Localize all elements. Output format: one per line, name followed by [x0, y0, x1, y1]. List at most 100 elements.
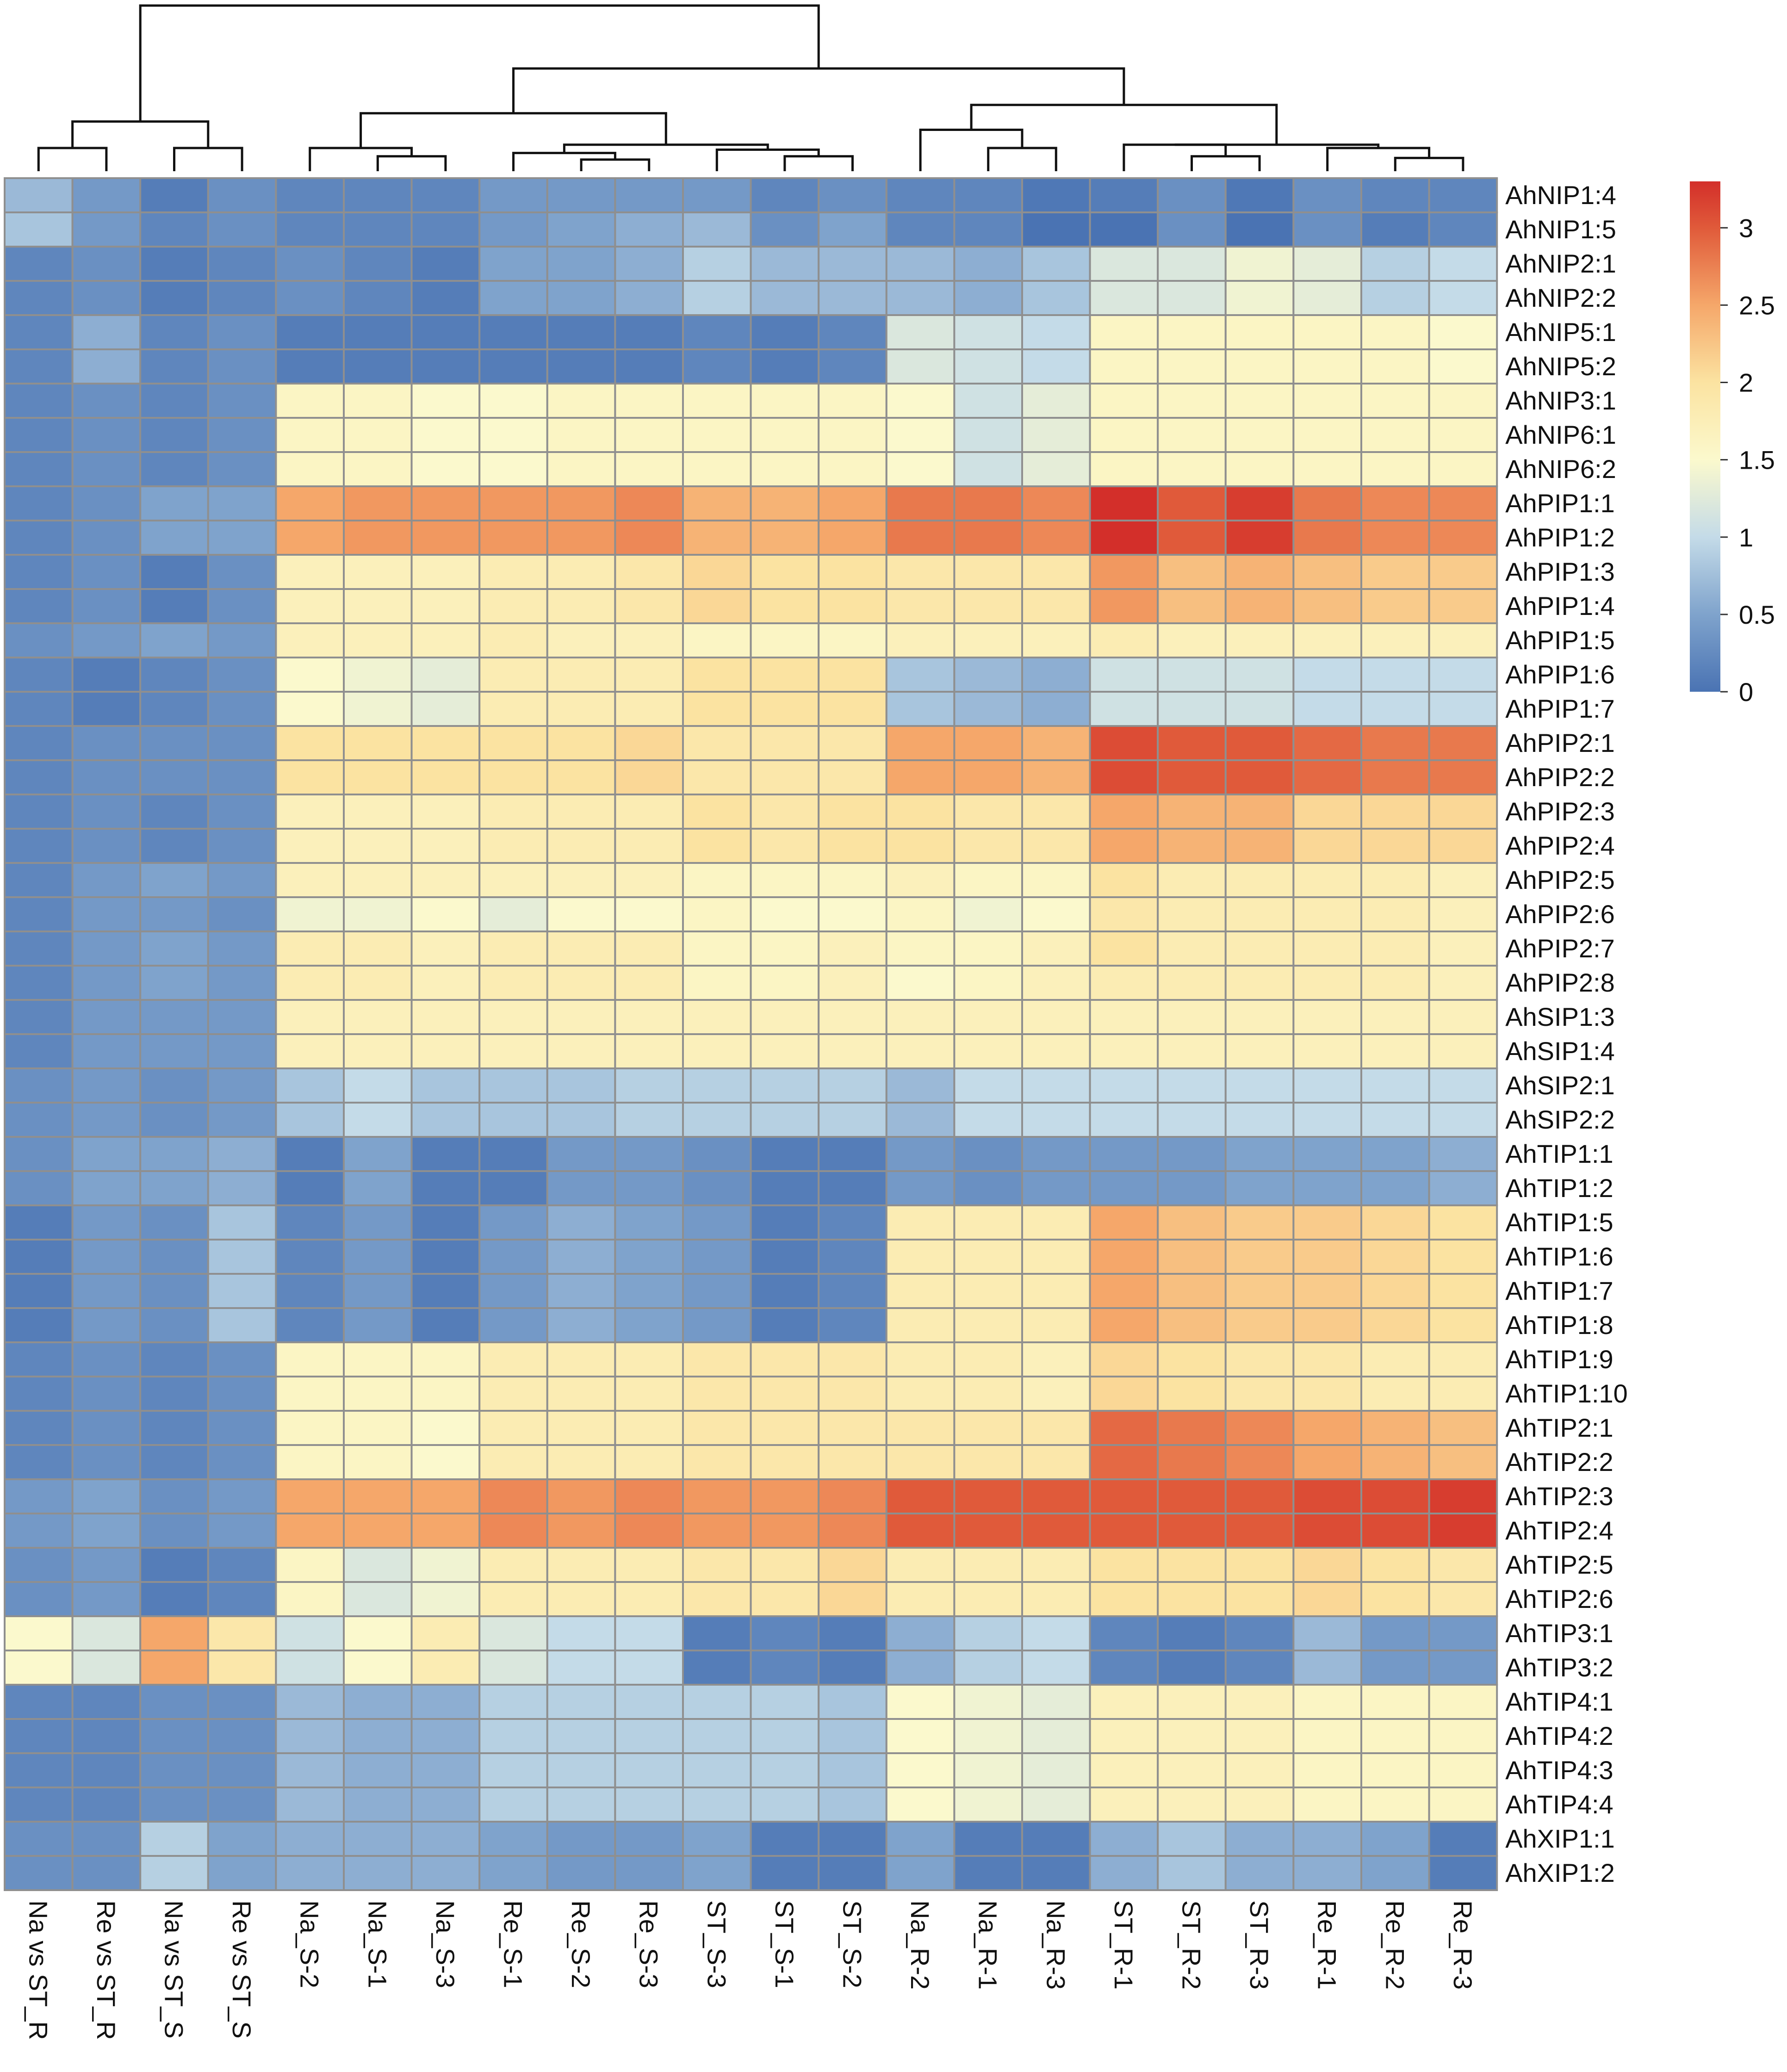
heatmap-cell — [1428, 554, 1498, 590]
dendrogram-branch — [376, 155, 447, 171]
heatmap-cell — [1292, 622, 1362, 658]
heatmap-cell — [1021, 1821, 1091, 1857]
heatmap-cell — [1089, 1684, 1159, 1720]
row-label: AhPIP2:2 — [1505, 763, 1615, 792]
heatmap-cell — [614, 657, 684, 693]
heatmap-cell — [71, 1273, 142, 1309]
heatmap-cell — [207, 657, 277, 693]
heatmap-cell — [478, 1444, 548, 1480]
heatmap-cell — [818, 1752, 887, 1788]
heatmap-cell — [4, 1033, 74, 1069]
heatmap-cell — [1292, 1684, 1362, 1720]
heatmap-cell — [1224, 1787, 1295, 1823]
heatmap-cell — [1360, 1033, 1430, 1069]
heatmap-cell — [1224, 1444, 1295, 1480]
heatmap-cell — [885, 896, 956, 932]
heatmap-cell — [682, 896, 752, 932]
column-label: ST_S-1 — [770, 1900, 799, 1988]
row-label: AhSIP1:4 — [1505, 1036, 1615, 1066]
heatmap-cell — [750, 999, 820, 1035]
heatmap-cell — [410, 1821, 481, 1857]
heatmap-cell — [410, 657, 481, 693]
heatmap-cell — [818, 520, 887, 556]
heatmap-cell — [1224, 1273, 1295, 1309]
heatmap-cell — [343, 794, 413, 830]
heatmap-cell — [1224, 280, 1295, 316]
heatmap-cell — [207, 246, 277, 282]
heatmap-cell — [139, 177, 209, 213]
heatmap-cell — [1360, 1787, 1430, 1823]
heatmap-cell — [139, 1684, 209, 1720]
heatmap-cell — [410, 725, 481, 761]
heatmap-cell — [546, 1102, 616, 1138]
heatmap-cell — [139, 794, 209, 830]
heatmap-cell — [343, 1444, 413, 1480]
heatmap-cell — [207, 1102, 277, 1138]
heatmap-cell — [1292, 931, 1362, 967]
heatmap-cell — [546, 520, 616, 556]
heatmap-cell — [885, 1307, 956, 1343]
heatmap-cell — [614, 1650, 684, 1686]
heatmap-cell — [546, 1239, 616, 1275]
heatmap-cell — [410, 451, 481, 487]
heatmap-cell — [546, 280, 616, 316]
row-label: AhNIP2:2 — [1505, 283, 1616, 312]
heatmap-cell — [682, 691, 752, 727]
heatmap-cell — [1089, 1855, 1159, 1891]
heatmap-cell — [1360, 1547, 1430, 1583]
heatmap-cell — [343, 314, 413, 350]
row-label: AhSIP2:1 — [1505, 1071, 1615, 1100]
heatmap-cell — [343, 896, 413, 932]
heatmap-cell — [478, 520, 548, 556]
heatmap-cell — [139, 1341, 209, 1377]
heatmap-cell — [275, 211, 345, 248]
heatmap-cell — [207, 1341, 277, 1377]
heatmap-cell — [1089, 417, 1159, 453]
heatmap-cell — [1224, 1204, 1295, 1241]
heatmap-cell — [614, 1513, 684, 1549]
heatmap-cell — [953, 1718, 1023, 1754]
heatmap-cell — [410, 246, 481, 282]
heatmap-cell — [1089, 1478, 1159, 1514]
heatmap-cell — [1360, 999, 1430, 1035]
heatmap-cell — [818, 1478, 887, 1514]
heatmap-cell — [1292, 862, 1362, 898]
heatmap-cell — [1428, 725, 1498, 761]
heatmap-cell — [207, 280, 277, 316]
row-label: AhPIP1:1 — [1505, 489, 1615, 518]
heatmap-cell — [1360, 1478, 1430, 1514]
heatmap-cell — [1292, 1376, 1362, 1412]
heatmap-cell — [1089, 348, 1159, 385]
column-label: Na_R-1 — [974, 1900, 1003, 1990]
heatmap-cell — [546, 999, 616, 1035]
heatmap-cell — [1292, 1821, 1362, 1857]
heatmap-cell — [818, 1650, 887, 1686]
heatmap-cell — [4, 1513, 74, 1549]
heatmap-cell — [478, 862, 548, 898]
heatmap-cell — [4, 588, 74, 624]
heatmap-cell — [478, 896, 548, 932]
heatmap-cell — [1021, 1307, 1091, 1343]
heatmap-cell — [343, 622, 413, 658]
heatmap-cell — [1292, 211, 1362, 248]
heatmap-cell — [682, 1650, 752, 1686]
dendrogram-branch — [1174, 143, 1380, 148]
row-label: AhPIP2:1 — [1505, 728, 1615, 757]
heatmap-cell — [546, 1204, 616, 1241]
heatmap-cell — [885, 1684, 956, 1720]
heatmap-cell — [71, 451, 142, 487]
heatmap-cell — [818, 759, 887, 795]
heatmap-cell — [207, 1067, 277, 1104]
heatmap-cell — [885, 417, 956, 453]
heatmap-cell — [275, 896, 345, 932]
heatmap-cell — [1360, 1752, 1430, 1788]
row-label: AhTIP3:2 — [1505, 1653, 1613, 1682]
heatmap-cell — [343, 1615, 413, 1651]
heatmap-cell — [71, 211, 142, 248]
heatmap-cell — [1021, 1513, 1091, 1549]
heatmap-cell — [4, 485, 74, 521]
heatmap-cell — [4, 1547, 74, 1583]
heatmap-cell — [818, 896, 887, 932]
heatmap-cell — [4, 314, 74, 350]
